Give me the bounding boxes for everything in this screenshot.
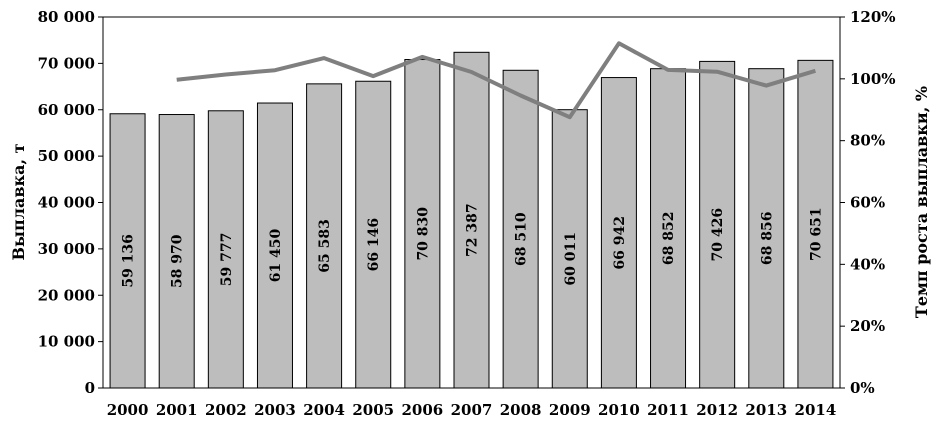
x-tick-label: 2004 [303,401,345,419]
x-tick-label: 2000 [107,401,149,419]
bar [797,59,834,389]
bar [502,69,539,389]
bar-value-label: 58 970 [170,234,186,288]
x-tick-label: 2010 [598,401,640,419]
bar [306,83,343,389]
bar [355,80,392,389]
bar-value-label: 70 830 [415,207,431,261]
y-tick-label: 50 000 [38,147,95,165]
y-tick-label: 20 000 [38,286,95,304]
bar [207,110,244,389]
y2-tick-label: 20% [850,317,885,335]
x-tick-label: 2012 [696,401,738,419]
x-tick-label: 2002 [205,401,247,419]
y2-tick-label: 120% [850,8,896,26]
y2-tick-label: 40% [850,255,885,273]
bar-value-label: 68 856 [759,212,775,266]
bar-value-label: 72 387 [465,203,481,257]
bar [109,113,146,389]
bar-value-label: 65 583 [317,219,333,273]
x-tick-label: 2007 [451,401,493,419]
bar [256,102,293,389]
x-tick-label: 2013 [745,401,787,419]
x-tick-label: 2014 [795,401,837,419]
bar [650,68,687,389]
bar [748,68,785,389]
bar-value-label: 59 136 [121,234,137,288]
y2-axis-title: Темп роста выплавки, % [912,86,931,318]
bar-value-label: 59 777 [219,233,235,287]
x-tick-label: 2006 [401,401,443,419]
x-tick-label: 2003 [254,401,296,419]
y-tick-label: 40 000 [38,194,95,212]
y-tick-label: 60 000 [38,101,95,119]
x-tick-label: 2009 [549,401,591,419]
x-tick-label: 2011 [647,401,689,419]
y-tick-label: 0 [85,379,95,397]
y-axis-title: Выплавка, т [9,143,28,260]
bar-value-label: 68 852 [661,212,677,266]
y2-tick-label: 100% [850,70,896,88]
bar-value-label: 66 146 [366,218,382,272]
y-tick-label: 70 000 [38,54,95,72]
bar-value-label: 70 426 [710,208,726,262]
bar-value-label: 61 450 [268,228,284,282]
x-tick-label: 2005 [352,401,394,419]
x-tick-label: 2008 [500,401,542,419]
bar [551,109,588,389]
y2-tick-label: 0% [850,379,875,397]
y-tick-label: 80 000 [38,8,95,26]
y2-tick-label: 80% [850,132,885,150]
bar-value-label: 70 651 [808,207,824,261]
bar [600,77,637,389]
bar-value-label: 68 510 [514,212,530,266]
bar [158,114,195,389]
bar-value-label: 60 011 [563,232,579,286]
bar-value-label: 66 942 [612,216,628,270]
y2-tick-label: 60% [850,194,885,212]
y-tick-label: 10 000 [38,333,95,351]
bar [453,51,490,389]
bar [404,59,441,389]
bar [699,60,736,389]
growth-rate-line [176,41,816,120]
y-tick-label: 30 000 [38,240,95,258]
x-tick-label: 2001 [156,401,198,419]
